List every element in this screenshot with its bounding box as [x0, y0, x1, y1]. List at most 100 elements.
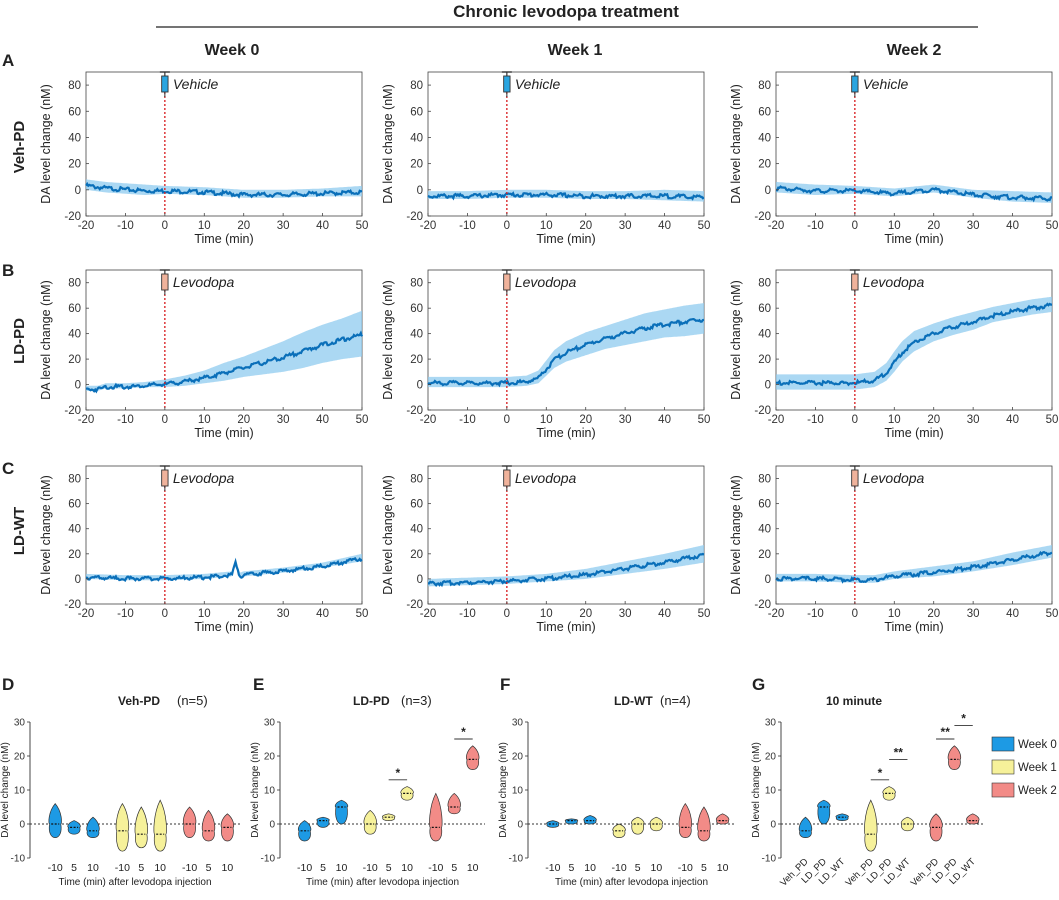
violin	[334, 799, 349, 825]
y-axis-label: DA level change (nM)	[381, 84, 395, 204]
x-axis-label: Time (min)	[536, 426, 595, 440]
y-axis-label: DA level change (nM)	[381, 280, 395, 400]
violin	[466, 745, 480, 770]
y-axis-label: DA level change (nM)	[729, 280, 743, 400]
mean-trace	[775, 550, 1053, 584]
panel-letter-g: G	[752, 675, 765, 694]
x-tick-label: -10	[459, 220, 476, 232]
syringe-icon	[501, 465, 512, 491]
y-tick-label: 80	[410, 80, 423, 92]
violin	[583, 815, 597, 825]
figure-title: Chronic levodopa treatment	[453, 2, 679, 21]
y-tick-label: 0	[19, 820, 25, 831]
y-axis-label: DA level change (nM)	[0, 742, 11, 838]
drug-label: Vehicle	[515, 76, 561, 92]
panel-title-d-n: (n=5)	[177, 693, 208, 708]
x-tick-label: -20	[768, 608, 785, 620]
x-tick-label: 0	[852, 414, 858, 426]
y-tick-label: 40	[758, 329, 771, 341]
y-tick-label: 60	[410, 499, 423, 511]
mean-trace	[775, 302, 1052, 387]
x-tick-label: 20	[237, 220, 250, 232]
x-tick-label: -10	[117, 414, 134, 426]
x-tick-label: -10	[363, 862, 378, 874]
y-tick-label: -20	[64, 599, 81, 611]
y-tick-label: 80	[68, 80, 81, 92]
violin	[134, 806, 148, 849]
violin	[363, 809, 377, 835]
x-tick-label: 50	[698, 414, 711, 426]
x-tick-label: 20	[579, 220, 592, 232]
panel-letter-a: A	[2, 51, 14, 70]
y-tick-label: 80	[68, 278, 81, 290]
time-panel: Levodopa -20 -10 0 10 20 30 40 50 -20 0 20 40 60 80 Tim…	[39, 269, 369, 440]
y-tick-label: -20	[406, 405, 423, 417]
x-tick-label: -10	[297, 862, 312, 874]
violin	[966, 813, 980, 825]
y-tick-label: 0	[417, 574, 423, 586]
x-tick-label: 50	[356, 414, 369, 426]
y-tick-label: 40	[410, 329, 423, 341]
y-tick-label: 60	[410, 303, 423, 315]
y-tick-label: 20	[68, 159, 81, 171]
x-tick-label: 30	[967, 414, 980, 426]
y-axis-label: DA level change (nM)	[729, 475, 743, 595]
y-tick-label: -20	[64, 405, 81, 417]
violin	[86, 816, 100, 838]
violin	[715, 813, 730, 825]
panel-title-e-n: (n=3)	[401, 693, 432, 708]
x-tick-label: 40	[316, 414, 329, 426]
x-axis-label: Time (min) after levodopa injection	[306, 877, 459, 888]
x-tick-label: 10	[198, 414, 211, 426]
x-tick-label: 30	[967, 608, 980, 620]
legend-label: Week 0	[1018, 739, 1057, 751]
x-tick-label: 0	[504, 414, 510, 426]
x-tick-label: -10	[545, 862, 560, 874]
plot-frame	[427, 71, 705, 217]
plot-frame	[85, 465, 363, 605]
y-tick-label: -10	[762, 854, 777, 865]
legend-label: Week 2	[1018, 785, 1057, 797]
row-label-ld-pd: LD-PD	[11, 318, 28, 364]
mean-trace	[85, 556, 363, 582]
y-tick-label: 40	[68, 524, 81, 536]
x-tick-label: 5	[206, 862, 212, 874]
y-tick-label: 30	[512, 718, 524, 729]
y-tick-label: 40	[68, 132, 81, 144]
x-tick-label: 10	[198, 220, 211, 232]
y-tick-label: 10	[765, 786, 777, 797]
drug-label: Levodopa	[515, 470, 577, 486]
x-tick-label: 5	[320, 862, 326, 874]
time-panel: Vehicle -20 -10 0 10 20 30 40 50 -20 0 20 40 60 80 Time…	[729, 71, 1058, 246]
x-tick-label: 20	[579, 608, 592, 620]
x-tick-label: 10	[717, 862, 729, 874]
x-tick-label: 40	[316, 608, 329, 620]
row-label-veh-pd: Veh-PD	[11, 121, 28, 174]
sem-band	[428, 303, 704, 388]
x-tick-label: 10	[650, 862, 662, 874]
plot-frame	[775, 71, 1053, 217]
plot-frame	[775, 269, 1053, 411]
y-tick-label: 20	[758, 354, 771, 366]
y-axis-label: DA level change (nM)	[39, 475, 53, 595]
x-tick-label: -10	[117, 608, 134, 620]
x-tick-label: 50	[356, 220, 369, 232]
week-header-2: Week 2	[887, 42, 942, 59]
drug-label: Levodopa	[173, 470, 235, 486]
y-tick-label: 10	[14, 786, 26, 797]
y-tick-label: 20	[410, 549, 423, 561]
y-tick-label: -20	[754, 599, 771, 611]
y-tick-label: 80	[758, 474, 771, 486]
panel-title-f: LD-WT (n=4)	[614, 693, 691, 708]
mean-trace	[776, 185, 1053, 203]
y-tick-label: 0	[517, 820, 523, 831]
drug-label: Vehicle	[863, 76, 909, 92]
time-course-panels: Vehicle -20 -10 0 10 20 30 40 50 -20 0 20 40 60 80 Time…	[39, 71, 1058, 634]
violin	[947, 745, 962, 770]
y-tick-label: 60	[68, 106, 81, 118]
y-tick-label: 20	[758, 549, 771, 561]
x-tick-label: -10	[807, 414, 824, 426]
y-tick-label: -20	[754, 211, 771, 223]
x-tick-label: 5	[701, 862, 707, 874]
violin-panel: -10 0 10 20 30 DA level change (nM) -10 5 10 -10 5…	[498, 718, 735, 888]
